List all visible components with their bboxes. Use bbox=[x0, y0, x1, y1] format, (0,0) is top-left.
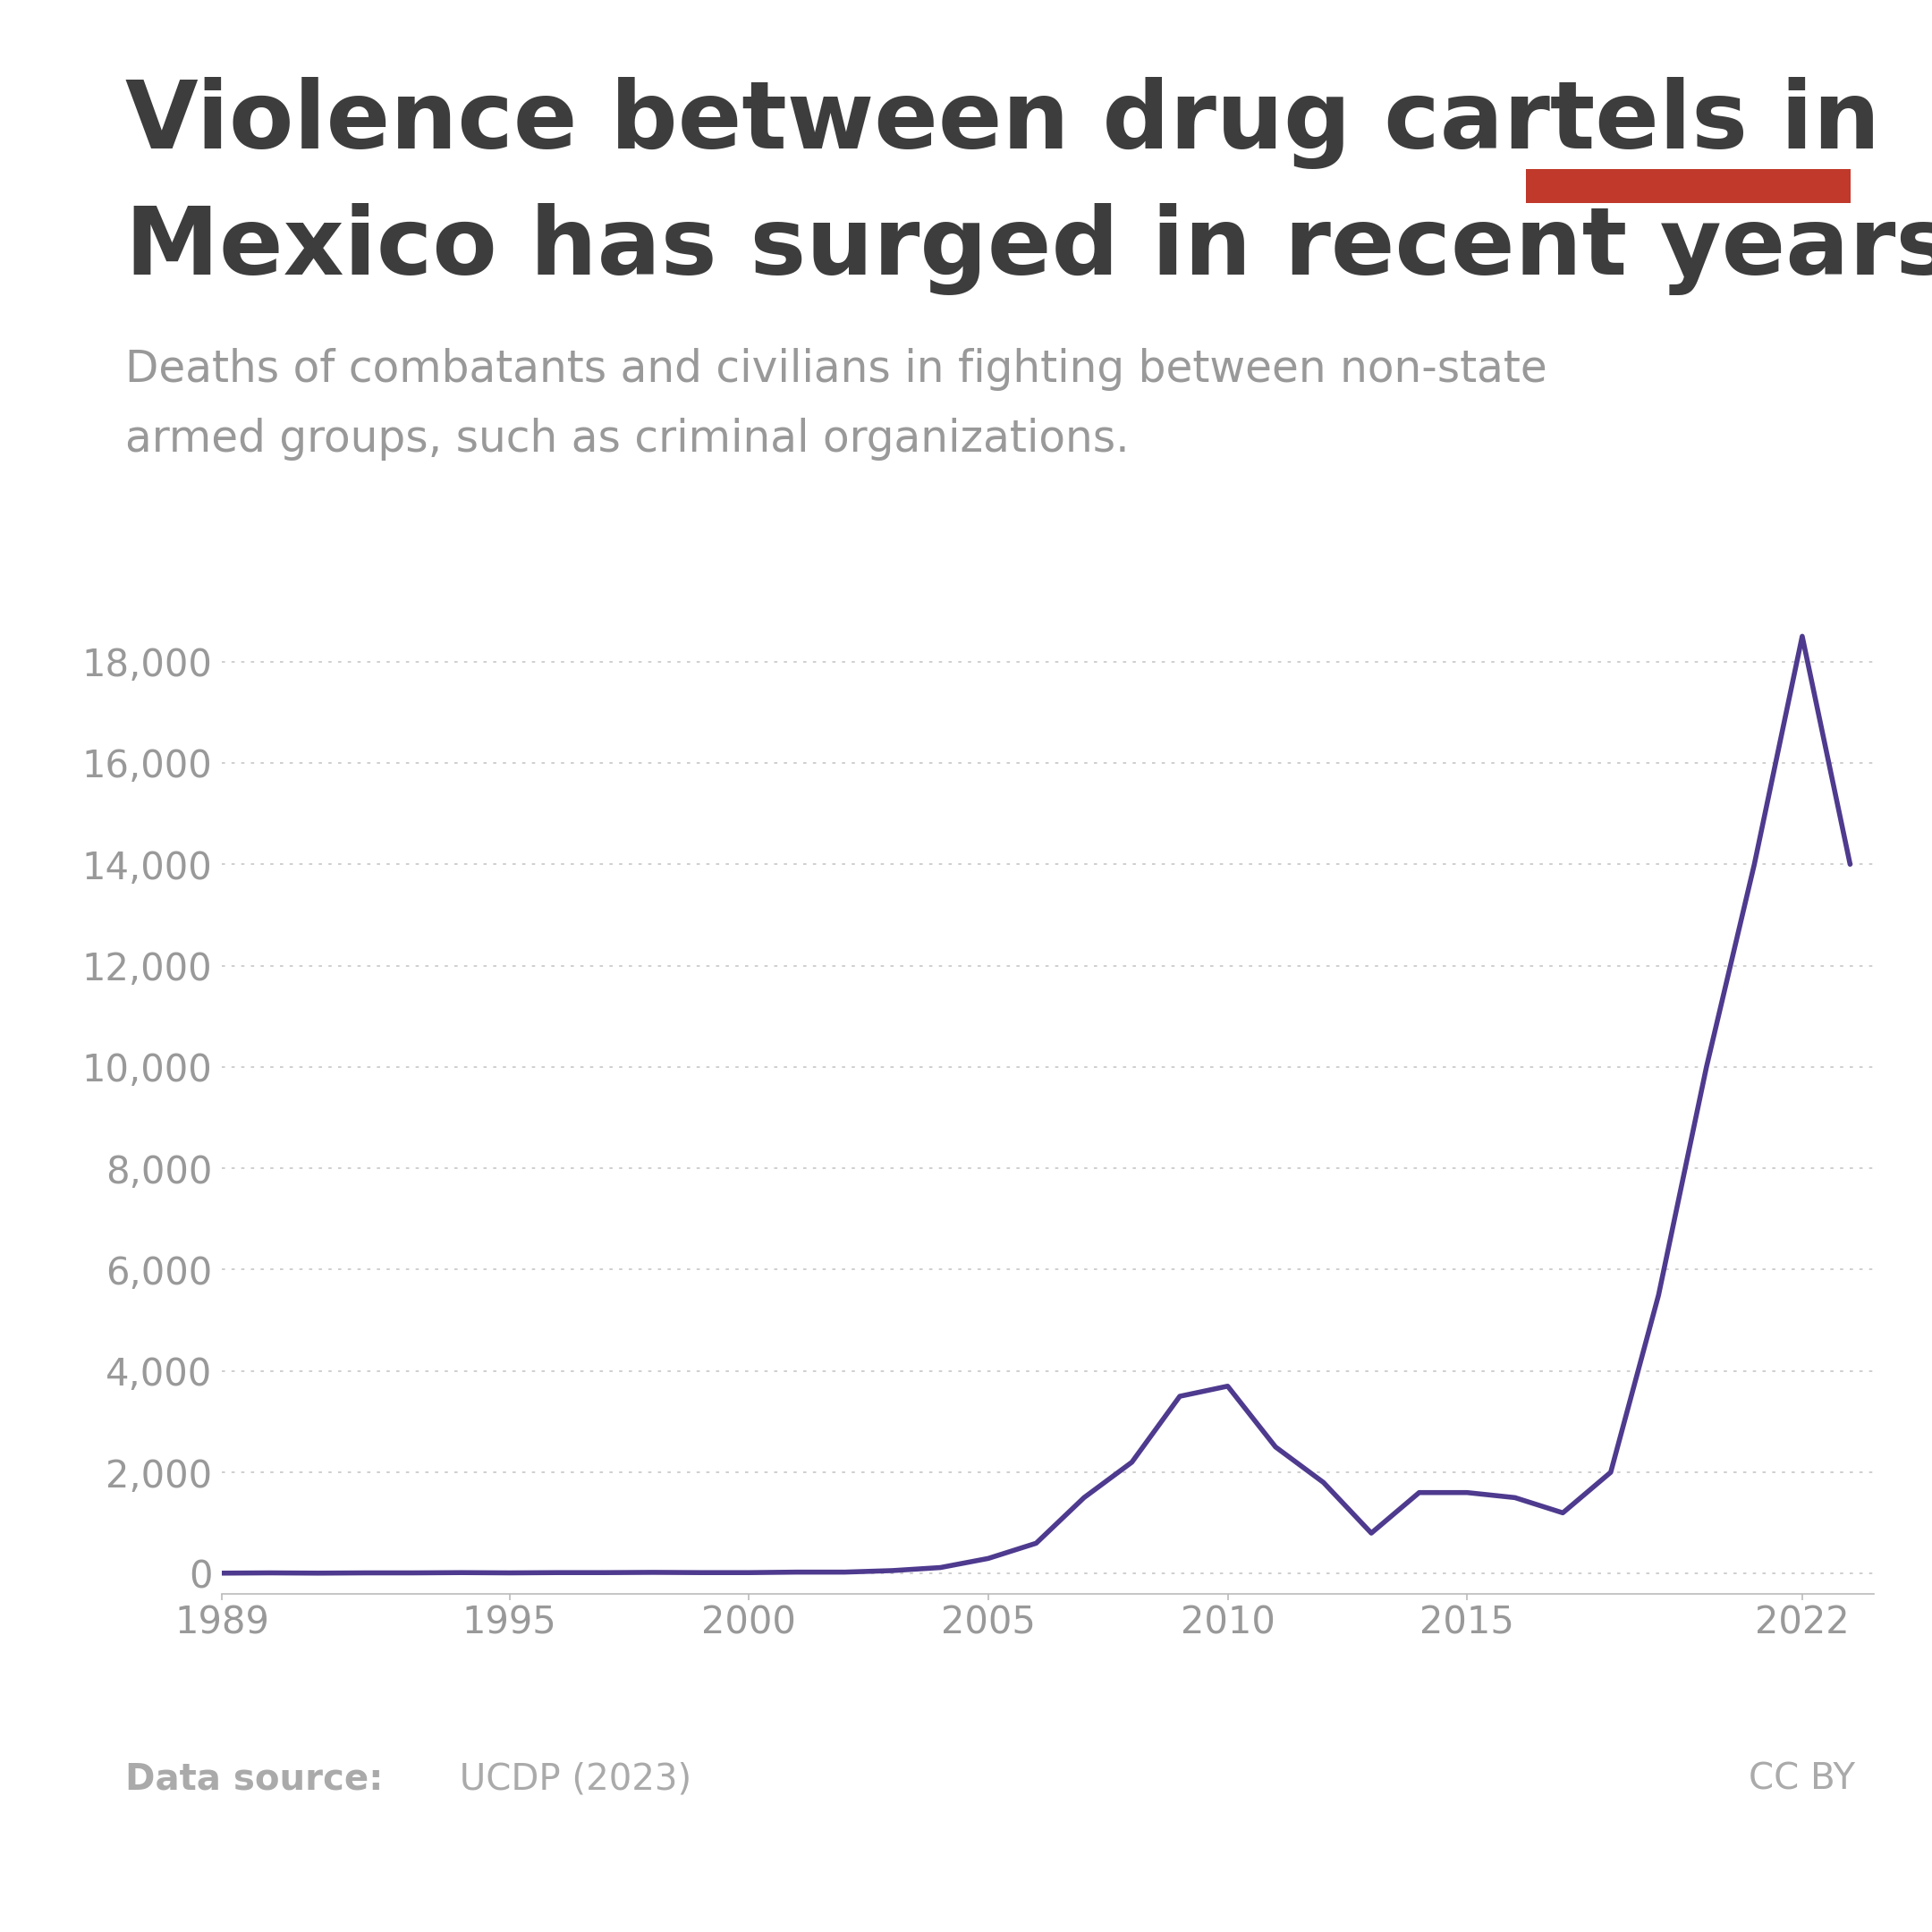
Text: in Data: in Data bbox=[1629, 102, 1748, 133]
Text: Data source:: Data source: bbox=[126, 1762, 384, 1799]
Text: UCDP (2023): UCDP (2023) bbox=[448, 1762, 692, 1799]
Text: Our World: Our World bbox=[1604, 56, 1774, 85]
Text: armed groups, such as criminal organizations.: armed groups, such as criminal organizat… bbox=[126, 417, 1130, 460]
Text: Mexico has surged in recent years: Mexico has surged in recent years bbox=[126, 203, 1932, 296]
Text: Deaths of combatants and civilians in fighting between non-state: Deaths of combatants and civilians in fi… bbox=[126, 348, 1548, 390]
Text: Violence between drug cartels in: Violence between drug cartels in bbox=[126, 77, 1880, 170]
Bar bbox=[1526, 168, 1851, 203]
Text: CC BY: CC BY bbox=[1748, 1762, 1855, 1799]
